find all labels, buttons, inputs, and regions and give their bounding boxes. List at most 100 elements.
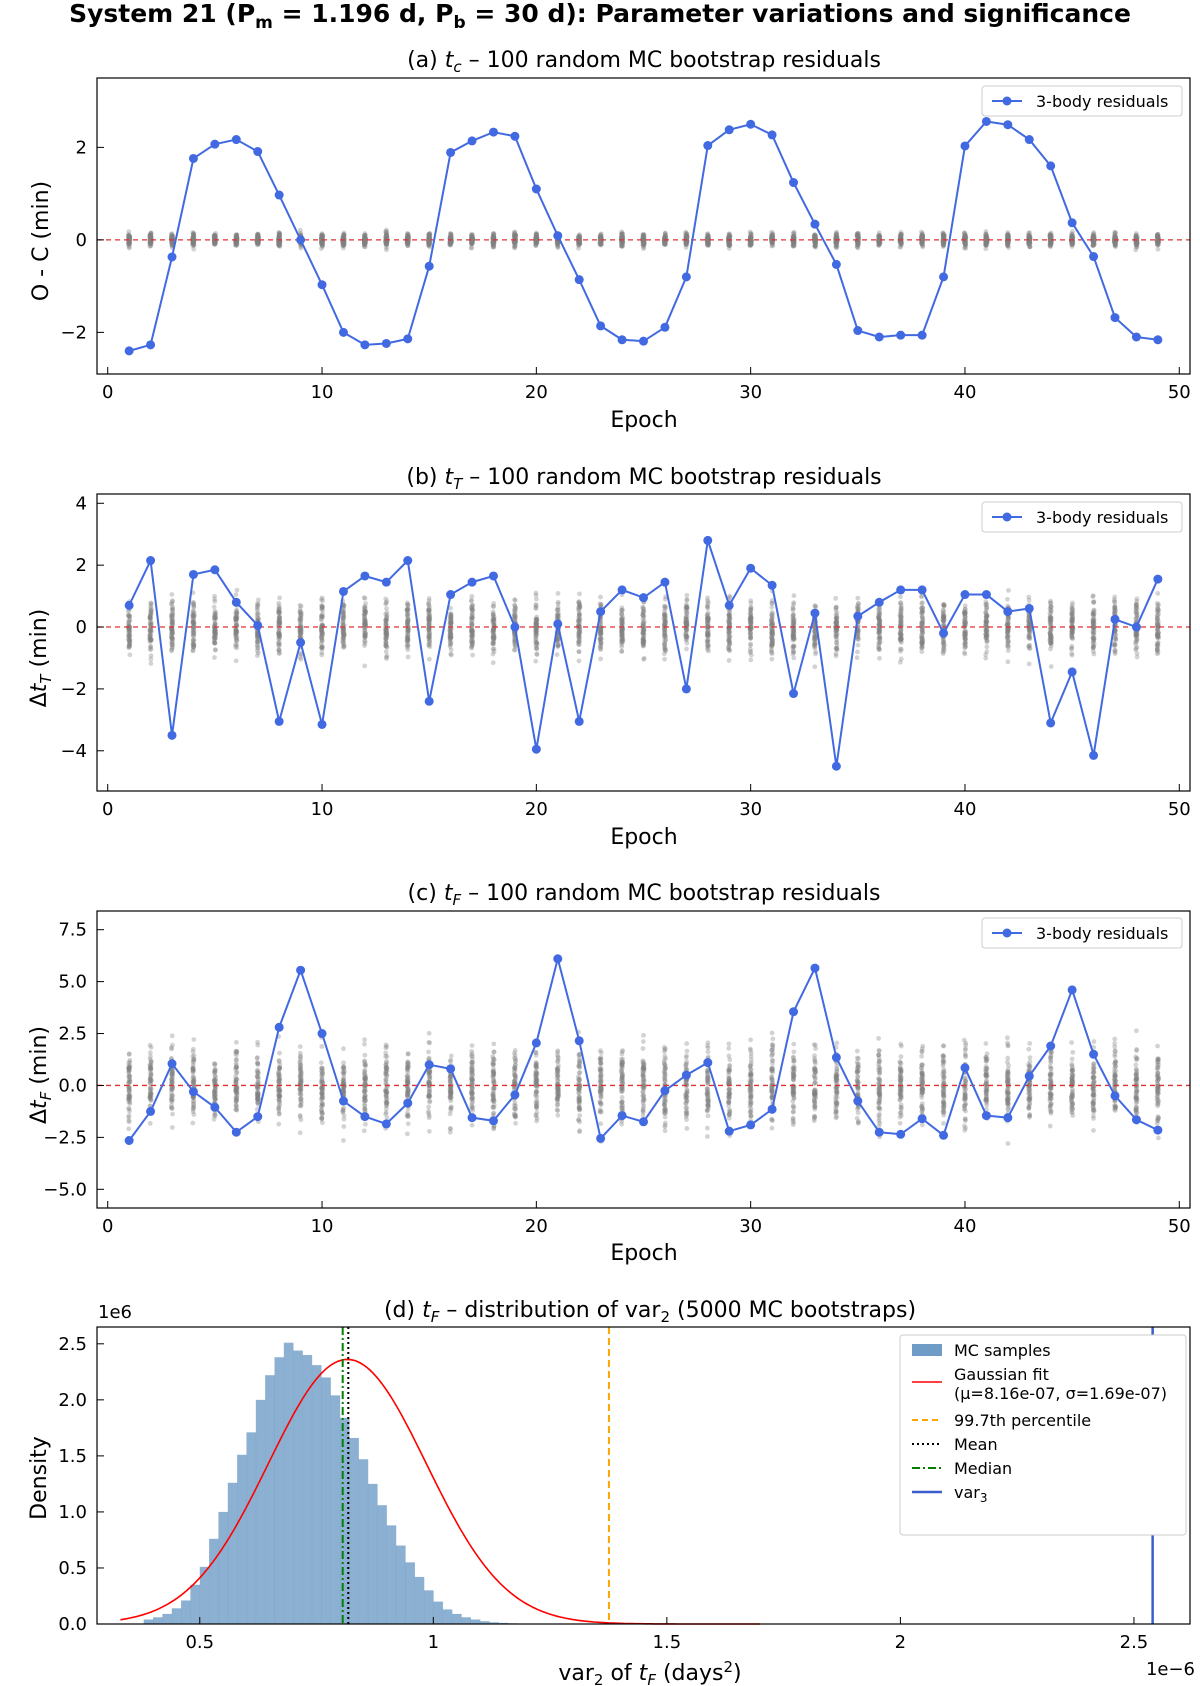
panel-b-mc-point [619,616,625,622]
panel-a-mc-point [683,244,689,250]
panel-a-mc-point [211,233,217,239]
panel-a-mc-point [190,241,196,246]
panel-b-mc-point [405,635,411,641]
panel-a-mc-point [191,242,197,247]
panel-b-mc-point [148,661,154,666]
panel-a-3body-point [810,219,820,229]
panel-b-mc-point [619,644,625,650]
panel-b-mc-point [727,648,733,653]
panel-a-mc-point [148,237,154,242]
panel-a-mc-point [148,234,153,240]
panel-a-3body-point [317,280,327,290]
panel-b-tT-residuals: (b) tT – 100 random MC bootstrap residua… [27,465,1191,850]
panel-a-mc-point [383,229,389,235]
panel-a-mc-point [191,236,197,242]
panel-a-xtick-label: 30 [739,382,762,403]
panel-b-mc-point [148,629,154,635]
panel-a-mc-point [147,233,153,239]
panel-a-mc-point [190,236,196,242]
panel-a-mc-point [191,237,197,243]
panel-a-mc-point [1090,243,1096,249]
panel-a-mc-point [148,234,154,240]
panel-b-mc-point [211,604,217,610]
panel-b-mc-point [427,638,432,644]
panel-b-mc-point [748,598,754,604]
panel-b-mc-point [533,616,539,622]
panel-b-mc-point [576,658,582,664]
panel-a-mc-point [126,232,131,238]
panel-a-mc-point [126,240,132,246]
panel-a-3body-point [767,130,777,140]
panel-a-mc-point [147,237,153,243]
panel-a-mc-point [191,242,197,248]
panel-a-3body-point [381,338,391,348]
panel-a-mc-point [212,240,218,246]
panel-a-oc-residuals: (a) tc – 100 random MC bootstrap residua… [29,48,1191,433]
panel-b-mc-point [427,611,432,617]
panel-b-mc-point [554,652,560,657]
panel-b-mc-point [790,644,796,650]
panel-a-mc-point [126,235,132,240]
panel-a-ytick-label: 0 [76,230,87,251]
panel-a-mc-point [191,240,196,245]
panel-b-mc-point [662,656,667,662]
panel-b-mc-point [212,655,217,660]
panel-a-title: (a) tc – 100 random MC bootstrap residua… [407,48,881,76]
panel-a-mc-point [148,231,153,237]
panel-b-mc-point [791,621,797,627]
panel-b-mc-point [169,601,174,606]
panel-a-mc-point [148,231,154,236]
panel-b-mc-point [533,631,539,637]
panel-b-mc-point [297,606,303,612]
panel-a-mc-point [983,229,989,234]
panel-a-3body-point [488,127,498,137]
panel-a-mc-point [191,242,197,248]
panel-b-mc-point [405,616,411,622]
panel-b-mc-point [533,621,539,626]
panel-a-mc-point [211,234,217,240]
panel-a-mc-point [1070,241,1076,247]
panel-a-mc-point [126,240,132,246]
panel-a-3body-point [188,153,198,163]
panel-b-mc-point [726,638,731,644]
panel-b-mc-point [662,596,668,602]
panel-a-mc-point [191,239,197,245]
panel-a-mc-point [212,239,218,245]
panel-b-mc-point [405,602,411,608]
panel-a-mc-point [297,227,303,233]
panel-b-mc-point [555,591,561,596]
panel-a-mc-point [1026,232,1032,238]
panel-a-mc-point [491,230,496,236]
panel-a-mc-point [212,233,218,238]
panel-a-mc-point [126,233,132,239]
panel-a-mc-point [448,234,454,240]
panel-a-mc-point [190,241,196,247]
panel-b-mc-point [812,664,818,670]
panel-b-mc-point [534,645,539,651]
panel-a-mc-point [1154,232,1160,238]
panel-a-mc-point [148,235,154,241]
panel-a-mc-point [170,233,175,239]
panel-b-mc-point [127,644,132,650]
panel-a-mc-point [169,231,175,237]
panel-b-mc-point [319,613,324,619]
panel-a-mc-point [190,234,196,240]
panel-a-mc-point [384,247,389,253]
panel-b-mc-point [534,641,540,646]
panel-b-mc-point [619,611,624,617]
panel-b-mc-point [661,616,667,622]
panel-a-legend-label: 3-body residuals [1036,92,1168,111]
panel-a-mc-point [361,244,367,250]
panel-b-mc-point [233,615,239,621]
panel-a-mc-point [191,239,197,245]
panel-a-mc-point [1155,246,1161,252]
panel-a-mc-point [148,239,154,245]
panel-b-mc-point [363,621,368,627]
panel-a-mc-point [1156,236,1161,242]
panel-b-mc-point [255,611,261,617]
panel-a-mc-point [169,243,175,249]
panel-a-mc-point [127,234,132,239]
panel-a-mc-point [191,239,196,245]
panel-b-mc-point [448,651,454,657]
panel-a-3body-point [639,336,648,346]
